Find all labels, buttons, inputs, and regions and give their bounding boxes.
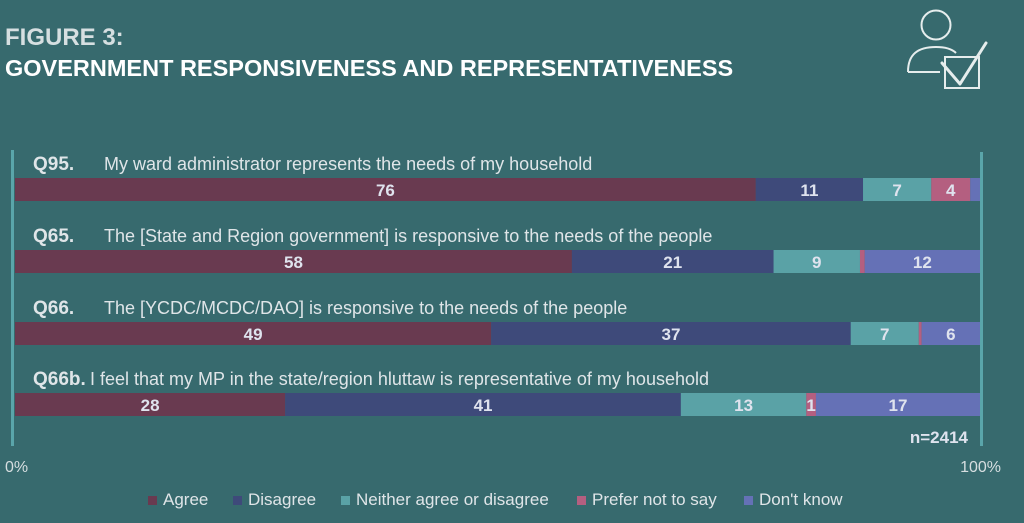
axis-line-left — [11, 150, 14, 446]
sample-size-label: n=2414 — [910, 428, 969, 447]
bar-segment-prefer — [806, 393, 816, 416]
bar-segment-dontknow — [970, 178, 980, 201]
legend-swatch — [233, 495, 242, 505]
bar-value-label: 7 — [880, 325, 889, 344]
bar-segment-prefer — [859, 250, 865, 273]
bar-value-label: 4 — [946, 181, 956, 200]
legend-item-disagree: Disagree — [233, 489, 316, 511]
axis-line-right — [980, 152, 983, 446]
figure-title: GOVERNMENT RESPONSIVENESS AND REPRESENTA… — [5, 55, 734, 81]
question-id: Q66b. — [33, 369, 86, 390]
bar-value-label: 76 — [376, 181, 395, 200]
question-text: I feel that my MP in the state/region hl… — [90, 369, 709, 389]
bar-segment-disagree — [285, 393, 681, 416]
question-text: My ward administrator represents the nee… — [104, 154, 592, 174]
bar-value-label: 13 — [734, 396, 753, 415]
bar-segment-dontknow — [864, 250, 980, 273]
bar-value-label: 1 — [806, 396, 815, 415]
question-text: The [State and Region government] is res… — [104, 226, 712, 246]
question-id: Q65. — [33, 226, 74, 247]
bar-segment-agree — [15, 178, 756, 201]
bar-value-label: 9 — [812, 253, 821, 272]
question-text: The [YCDC/MCDC/DAO] is responsive to the… — [104, 298, 627, 318]
legend-label: Agree — [163, 490, 209, 509]
chart-legend: Agree Disagree Neither agree or disagree Pr… — [0, 489, 1024, 511]
bar-segment-dontknow — [921, 322, 980, 345]
bar-segment-neither — [863, 178, 932, 201]
bar-value-label: 7 — [892, 181, 901, 200]
legend-label: Prefer not to say — [592, 490, 717, 509]
legend-item-prefer: Prefer not to say — [577, 489, 717, 511]
x-tick-label-100: 100% — [960, 459, 1001, 476]
bar-segment-agree — [15, 250, 572, 273]
bar-value-label: 12 — [913, 253, 932, 272]
legend-item-dontknow: Don't know — [744, 489, 843, 511]
bar-segment-dontknow — [815, 393, 980, 416]
bar-segment-disagree — [491, 322, 851, 345]
stacked-bar-chart: Q95. My ward administrator represents the… — [5, 150, 1001, 476]
bar-value-label: 6 — [946, 325, 955, 344]
legend-label: Disagree — [248, 490, 317, 509]
legend-item-agree: Agree — [148, 489, 208, 511]
bar-segment-neither — [680, 393, 807, 416]
bar-segment-neither — [850, 322, 919, 345]
bar-segment-prefer — [931, 178, 971, 201]
legend-swatch — [341, 495, 350, 505]
bar-segment-prefer — [918, 322, 922, 345]
bar-value-label: 28 — [141, 396, 160, 415]
bar-value-label: 49 — [244, 325, 263, 344]
figure-number: FIGURE 3: — [5, 24, 124, 51]
bar-segment-agree — [15, 322, 492, 345]
question-id: Q66. — [33, 298, 74, 319]
legend-item-neither: Neither agree or disagree — [341, 489, 549, 511]
legend-label: Neither agree or disagree — [356, 490, 549, 509]
user-checkbox-icon — [900, 4, 995, 99]
legend-swatch — [148, 495, 157, 505]
x-tick-label-0: 0% — [5, 459, 28, 476]
bar-segment-disagree — [571, 250, 774, 273]
bar-value-label: 41 — [474, 396, 493, 415]
legend-swatch — [744, 495, 753, 505]
bar-value-label: 21 — [663, 253, 682, 272]
bar-value-label: 58 — [284, 253, 303, 272]
legend-swatch — [577, 495, 586, 505]
bar-segment-agree — [15, 393, 286, 416]
bar-segment-neither — [773, 250, 860, 273]
bar-value-label: 17 — [889, 396, 908, 415]
bar-value-label: 37 — [662, 325, 681, 344]
bar-value-label: 11 — [800, 181, 818, 200]
legend-label: Don't know — [759, 490, 843, 509]
question-id: Q95. — [33, 154, 74, 175]
bar-segment-disagree — [755, 178, 864, 201]
